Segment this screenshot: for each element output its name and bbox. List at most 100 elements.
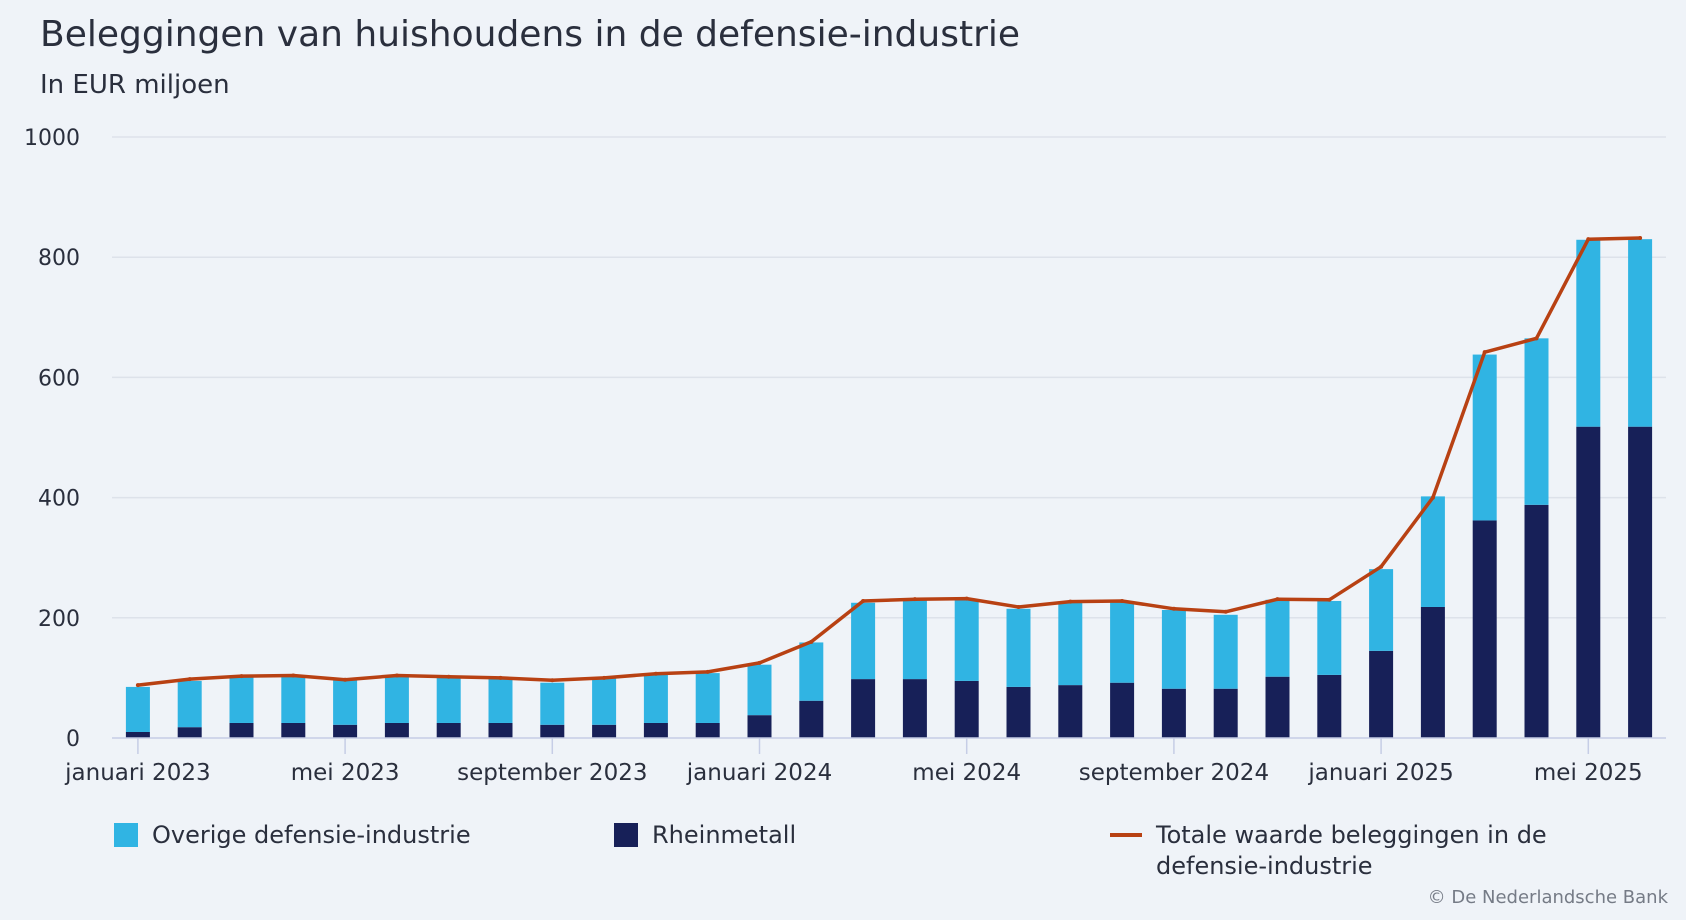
bar-overige[interactable] xyxy=(954,599,979,681)
bar-rheinmetall[interactable] xyxy=(229,722,254,738)
bar-overige[interactable] xyxy=(799,642,824,701)
bar-rheinmetall[interactable] xyxy=(851,679,876,738)
point-totale-waarde[interactable] xyxy=(861,598,866,603)
bar-rheinmetall[interactable] xyxy=(1472,520,1497,738)
bar-overige[interactable] xyxy=(1420,496,1445,607)
bar-overige[interactable] xyxy=(1161,609,1186,689)
bar-overige[interactable] xyxy=(125,686,150,732)
bar-overige[interactable] xyxy=(333,679,358,725)
bar-overige[interactable] xyxy=(229,676,254,723)
legend-item-overige[interactable]: Overige defensie-industrie xyxy=(114,820,471,851)
bar-rheinmetall[interactable] xyxy=(1161,688,1186,738)
bar-rheinmetall[interactable] xyxy=(125,731,150,738)
point-totale-waarde[interactable] xyxy=(1275,597,1280,602)
bar-rheinmetall[interactable] xyxy=(1524,504,1549,738)
bar-overige[interactable] xyxy=(1628,239,1653,427)
point-totale-waarde[interactable] xyxy=(550,678,555,683)
bar-rheinmetall[interactable] xyxy=(1110,682,1135,738)
bar-rheinmetall[interactable] xyxy=(488,722,513,738)
bar-rheinmetall[interactable] xyxy=(799,700,824,738)
point-totale-waarde[interactable] xyxy=(135,683,140,688)
bar-rheinmetall[interactable] xyxy=(592,724,617,738)
bar-rheinmetall[interactable] xyxy=(902,679,927,738)
legend-item-totale-waarde[interactable]: Totale waarde beleggingen in de defensie… xyxy=(1110,820,1550,882)
bar-rheinmetall[interactable] xyxy=(747,715,772,738)
bar-rheinmetall[interactable] xyxy=(1576,426,1601,738)
point-totale-waarde[interactable] xyxy=(1327,597,1332,602)
bar-rheinmetall[interactable] xyxy=(1058,685,1083,738)
bar-overige[interactable] xyxy=(1472,354,1497,521)
bar-overige[interactable] xyxy=(1006,608,1031,687)
point-totale-waarde[interactable] xyxy=(1534,336,1539,341)
bar-rheinmetall[interactable] xyxy=(384,722,409,738)
bar-overige[interactable] xyxy=(1317,600,1342,675)
point-totale-waarde[interactable] xyxy=(653,671,658,676)
line-totale-waarde[interactable] xyxy=(136,236,1642,687)
bar-overige[interactable] xyxy=(1265,599,1290,677)
bar-rheinmetall[interactable] xyxy=(1006,686,1031,738)
bar-overige[interactable] xyxy=(592,677,617,725)
bar-rheinmetall[interactable] xyxy=(1628,426,1653,738)
point-totale-waarde[interactable] xyxy=(498,675,503,680)
point-totale-waarde[interactable] xyxy=(912,597,917,602)
bar-overige[interactable] xyxy=(1576,239,1601,427)
bar-rheinmetall[interactable] xyxy=(1420,606,1445,738)
bar-rheinmetall[interactable] xyxy=(177,727,202,738)
bar-overige[interactable] xyxy=(643,673,668,723)
point-totale-waarde[interactable] xyxy=(809,639,814,644)
bar-overige[interactable] xyxy=(488,677,513,723)
bar-rheinmetall[interactable] xyxy=(436,722,461,738)
bar-rheinmetall[interactable] xyxy=(1265,676,1290,738)
point-totale-waarde[interactable] xyxy=(1482,350,1487,355)
bar-overige[interactable] xyxy=(177,680,202,728)
x-tick-label: mei 2025 xyxy=(1534,760,1643,786)
bar-overige[interactable] xyxy=(384,676,409,723)
point-totale-waarde[interactable] xyxy=(1171,606,1176,611)
point-totale-waarde[interactable] xyxy=(757,660,762,665)
y-axis-ticks: 0 200 400 600 800 1000 xyxy=(24,126,80,752)
bar-rheinmetall[interactable] xyxy=(1317,674,1342,738)
point-totale-waarde[interactable] xyxy=(964,596,969,601)
bar-overige[interactable] xyxy=(1369,569,1394,651)
point-totale-waarde[interactable] xyxy=(1068,599,1073,604)
point-totale-waarde[interactable] xyxy=(187,677,192,682)
point-totale-waarde[interactable] xyxy=(1016,604,1021,609)
point-totale-waarde[interactable] xyxy=(1638,235,1643,240)
bar-overige[interactable] xyxy=(1110,600,1135,683)
bar-overige[interactable] xyxy=(1058,602,1083,686)
point-totale-waarde[interactable] xyxy=(705,669,710,674)
bar-overige[interactable] xyxy=(540,682,565,725)
point-totale-waarde[interactable] xyxy=(394,673,399,678)
legend-item-rheinmetall[interactable]: Rheinmetall xyxy=(614,820,796,851)
bar-rheinmetall[interactable] xyxy=(1213,688,1238,738)
x-tick-label: mei 2024 xyxy=(912,760,1021,786)
point-totale-waarde[interactable] xyxy=(1120,598,1125,603)
bar-rheinmetall[interactable] xyxy=(643,722,668,738)
point-totale-waarde[interactable] xyxy=(239,674,244,679)
bar-overige[interactable] xyxy=(1524,338,1549,505)
point-totale-waarde[interactable] xyxy=(291,673,296,678)
bar-rheinmetall[interactable] xyxy=(540,724,565,738)
point-totale-waarde[interactable] xyxy=(343,677,348,682)
bar-rheinmetall[interactable] xyxy=(333,724,358,738)
bar-overige[interactable] xyxy=(695,673,720,723)
bar-overige[interactable] xyxy=(436,677,461,723)
point-totale-waarde[interactable] xyxy=(1430,495,1435,500)
bar-rheinmetall[interactable] xyxy=(954,680,979,738)
bar-overige[interactable] xyxy=(747,664,772,716)
y-tick-label: 400 xyxy=(38,487,80,512)
bar-overige[interactable] xyxy=(902,599,927,680)
point-totale-waarde[interactable] xyxy=(602,675,607,680)
bar-rheinmetall[interactable] xyxy=(1369,650,1394,738)
point-totale-waarde[interactable] xyxy=(1379,564,1384,569)
bars xyxy=(125,239,1653,738)
point-totale-waarde[interactable] xyxy=(446,674,451,679)
bar-rheinmetall[interactable] xyxy=(695,722,720,738)
bar-overige[interactable] xyxy=(851,602,876,680)
bar-overige[interactable] xyxy=(281,676,306,723)
point-totale-waarde[interactable] xyxy=(1586,237,1591,242)
point-totale-waarde[interactable] xyxy=(1223,609,1228,614)
bar-rheinmetall[interactable] xyxy=(281,722,306,738)
bar-overige[interactable] xyxy=(1213,614,1238,689)
